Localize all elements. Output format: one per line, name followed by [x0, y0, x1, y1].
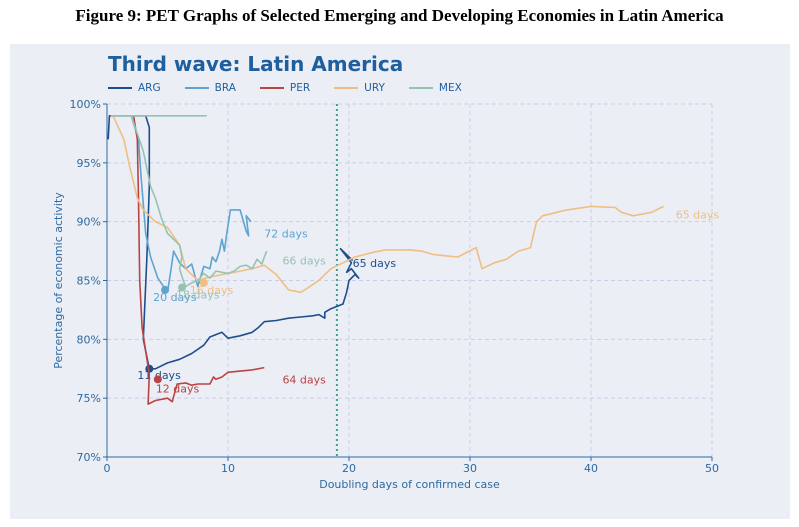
legend-swatch-arg: [108, 87, 132, 89]
y-tick-label: 95%: [77, 157, 101, 170]
chart-panel: Third wave: Latin America ARG BRA PER UR…: [10, 44, 790, 519]
series-marker-bra: [161, 285, 170, 294]
x-tick-label: 40: [584, 462, 598, 475]
series-start-label-bra: 20 days: [153, 291, 197, 304]
x-tick-label: 20: [342, 462, 356, 475]
legend-item-arg[interactable]: ARG: [108, 81, 161, 95]
legend-item-per[interactable]: PER: [259, 81, 311, 95]
chart-title: Third wave: Latin America: [108, 52, 404, 76]
legend-label-arg: ARG: [138, 82, 161, 94]
series-marker-mex: [178, 283, 187, 292]
series-line-per: [132, 115, 265, 405]
series-start-label-mex: 18 days: [176, 289, 220, 302]
x-tick-label: 0: [104, 462, 111, 475]
chart-legend: ARG BRA PER URY MEX: [108, 81, 486, 95]
series-line-bra: [130, 115, 252, 294]
legend-label-bra: BRA: [214, 82, 236, 94]
figure-caption: Figure 9: PET Graphs of Selected Emergin…: [75, 6, 724, 25]
series-end-label-mex: 66 days: [282, 254, 326, 267]
x-tick-label: 10: [221, 462, 235, 475]
y-tick-label: 75%: [77, 392, 101, 405]
series-end-label-per: 64 days: [282, 373, 326, 386]
legend-swatch-per: [259, 87, 284, 89]
series-end-label-arg: 65 days: [353, 257, 397, 270]
series-line-arg: [107, 115, 360, 370]
x-axis-label: Doubling days of confirmed case: [319, 478, 500, 491]
legend-label-mex: MEX: [438, 82, 462, 94]
series-end-label-ury: 65 days: [676, 209, 720, 222]
y-tick-label: 70%: [77, 451, 101, 464]
legend-label-ury: URY: [364, 82, 385, 94]
chart-svg: 0 10 20 30 40 50 70% 75% 80% 85% 90% 95% 100% Doublin…: [52, 98, 720, 491]
legend-item-bra[interactable]: BRA: [184, 81, 236, 95]
legend-label-per: PER: [289, 82, 311, 94]
y-tick-label: 80%: [77, 333, 101, 346]
legend-item-mex[interactable]: MEX: [408, 81, 462, 95]
series-marker-per: [153, 375, 162, 384]
legend-swatch-bra: [184, 87, 209, 89]
legend-swatch-ury: [334, 87, 359, 89]
series-end-label-bra: 72 days: [264, 227, 308, 240]
y-tick-label: 85%: [77, 275, 101, 288]
y-tick-label: 100%: [70, 98, 101, 111]
x-tick-label: 30: [463, 462, 477, 475]
series-start-label-ury: 16 days: [190, 284, 234, 297]
x-tick-label: 50: [705, 462, 719, 475]
series-marker-ury: [199, 278, 208, 287]
series-start-label-per: 12 days: [156, 382, 200, 395]
legend-item-ury[interactable]: URY: [334, 81, 385, 95]
y-axis-label: Percentage of economic activity: [52, 192, 65, 369]
series-line-mex: [110, 115, 268, 288]
legend-swatch-mex: [408, 87, 433, 89]
y-tick-label: 90%: [77, 216, 101, 229]
